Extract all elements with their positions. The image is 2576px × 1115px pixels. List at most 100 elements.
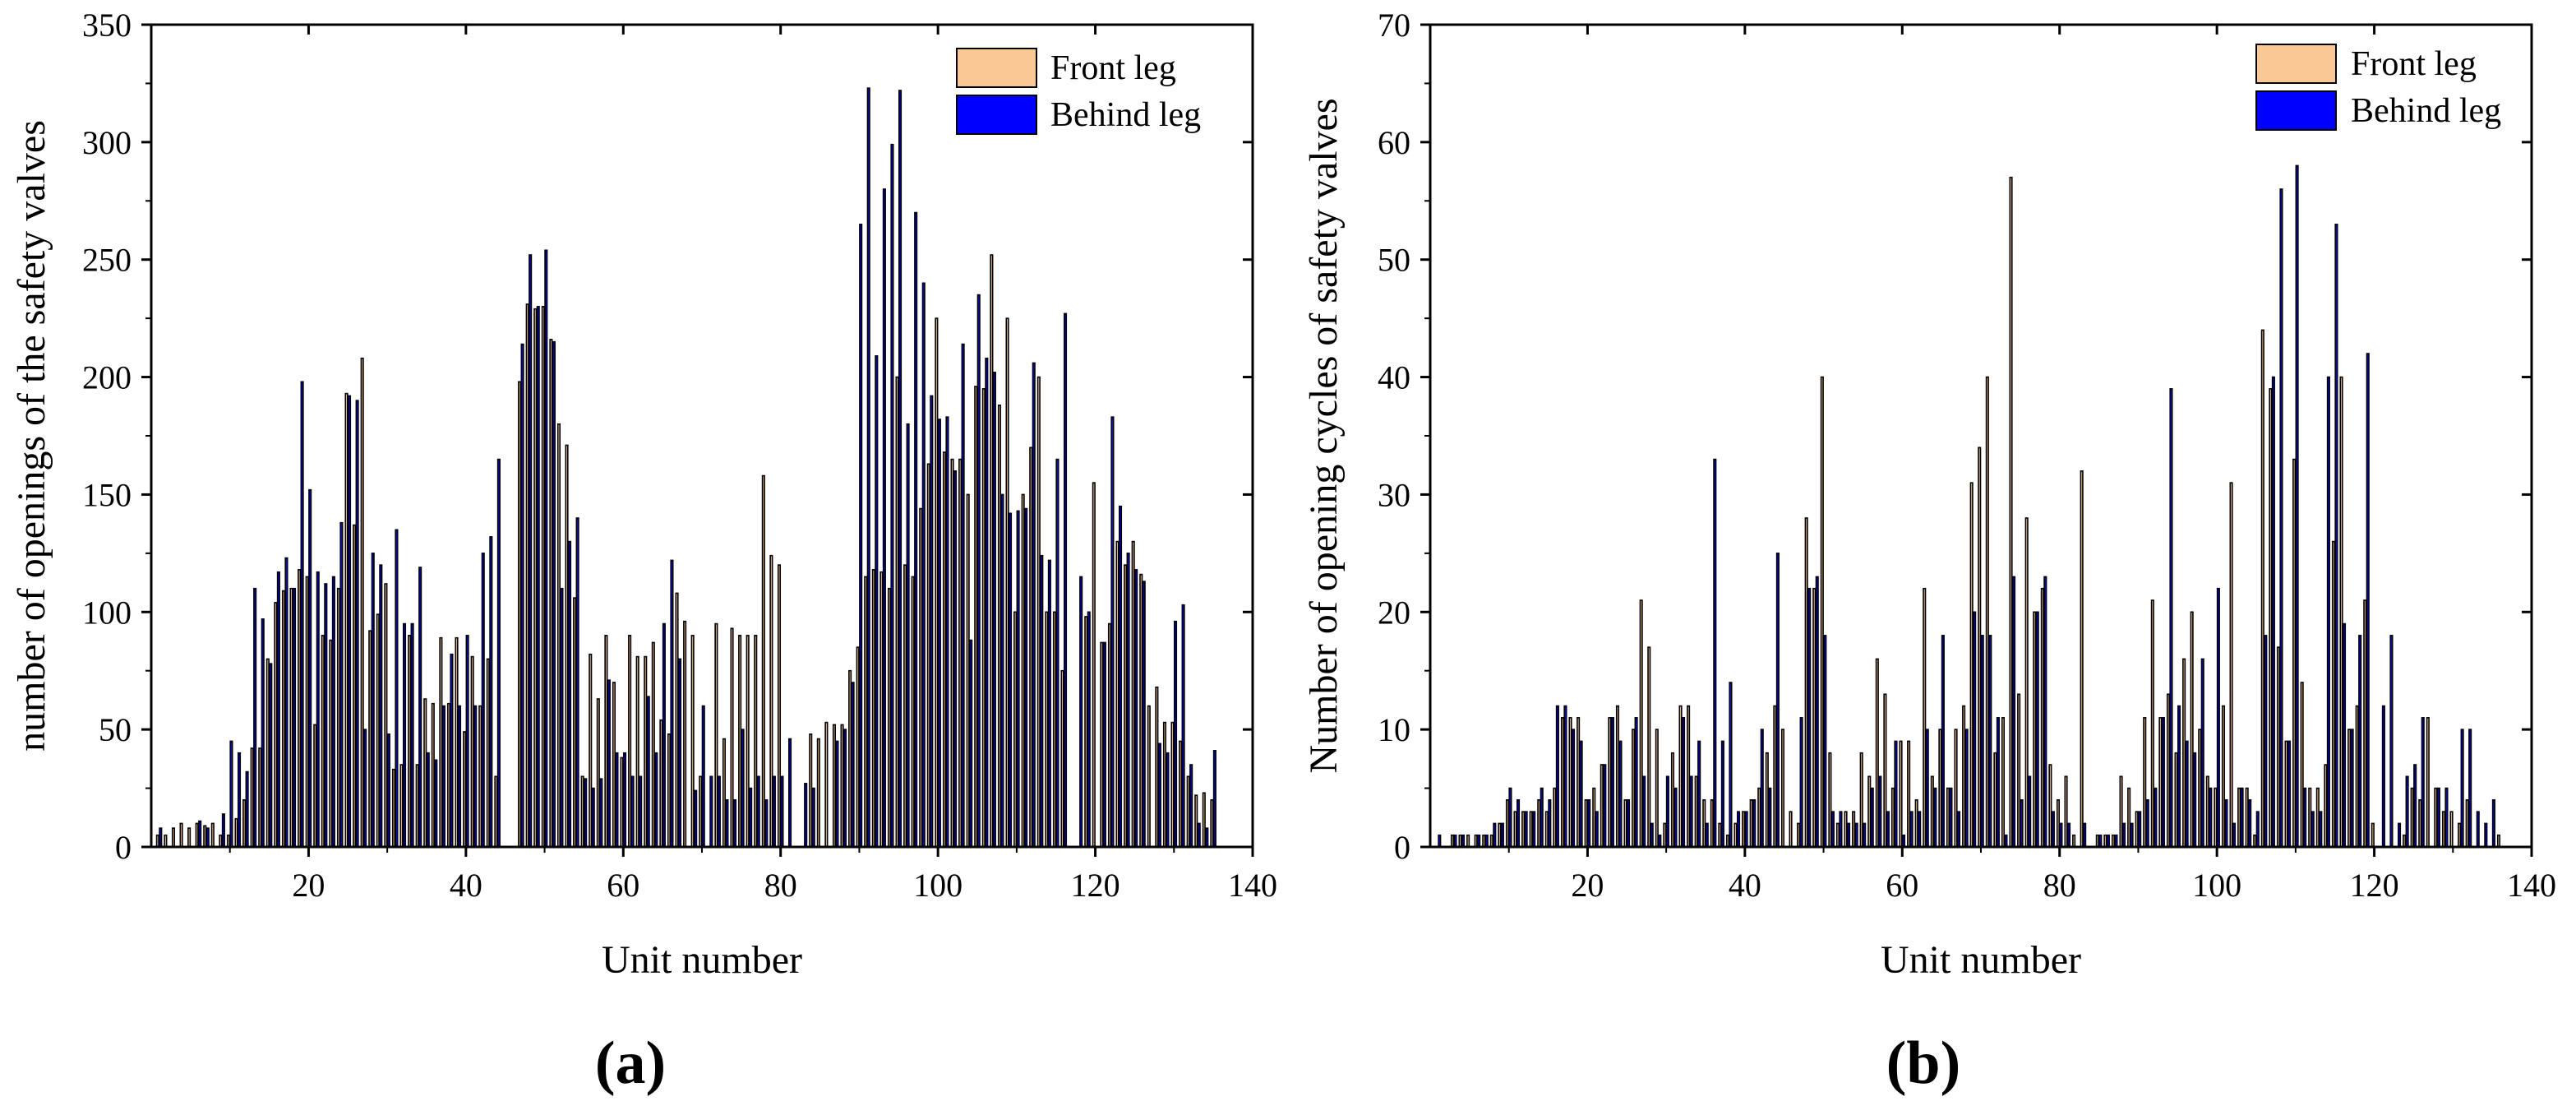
bar-front-leg-b (1544, 811, 1549, 848)
bar-front-leg-b (1844, 811, 1848, 848)
bar-front-leg-b (2190, 611, 2194, 848)
bar-front-leg-b (1797, 822, 1801, 848)
bar-behind-leg-b (2342, 622, 2347, 848)
bar-behind-leg-a (725, 799, 729, 848)
bar-behind-leg-a (284, 557, 289, 848)
bar-behind-leg-a (787, 738, 792, 848)
bar-behind-leg-b (1697, 740, 1701, 848)
bar-behind-leg-a (1087, 611, 1091, 848)
bar-behind-leg-a (1040, 554, 1044, 848)
bar-behind-leg-b (1854, 822, 1858, 848)
bar-behind-leg-b (2004, 834, 2008, 848)
bar-behind-leg-b (2389, 635, 2394, 848)
bar-front-leg-b (2150, 599, 2154, 848)
y-tick-label-b: 40 (1378, 359, 1410, 396)
bar-behind-leg-b (1500, 822, 1504, 848)
bar-behind-leg-b (2358, 635, 2362, 848)
bar-front-leg-a (391, 768, 396, 848)
bar-front-leg-a (1202, 792, 1206, 848)
bar-behind-leg-b (1768, 787, 1772, 848)
bar-behind-leg-b (1713, 458, 1717, 848)
bar-behind-leg-a (1166, 752, 1170, 848)
bar-front-leg-a (651, 641, 655, 848)
bar-behind-leg-b (2287, 740, 2292, 848)
bar-behind-leg-a (552, 340, 556, 848)
legend-swatch-front-b (2255, 44, 2337, 84)
bar-front-leg-a (1036, 376, 1041, 848)
bar-front-leg-a (1060, 669, 1064, 848)
bar-front-leg-a (210, 822, 215, 848)
bar-behind-leg-a (882, 188, 886, 848)
bar-front-leg-a (1139, 573, 1143, 848)
bar-front-leg-a (305, 576, 309, 848)
bar-behind-leg-b (2271, 376, 2275, 848)
x-tick-label-b: 20 (1571, 867, 1604, 904)
y-tick-label-b: 20 (1378, 594, 1410, 631)
bar-behind-leg-a (473, 705, 478, 848)
bar-behind-leg-b (2295, 164, 2299, 848)
bar-behind-leg-a (749, 787, 753, 848)
bar-front-leg-b (2449, 811, 2454, 848)
bar-behind-leg-a (732, 799, 737, 848)
bar-behind-leg-a (1110, 416, 1115, 848)
bar-behind-leg-b (1752, 799, 1757, 848)
x-tick-label-a: 80 (764, 867, 797, 904)
bar-behind-leg-b (2366, 353, 2370, 848)
bar-front-leg-b (2080, 470, 2084, 848)
bar-behind-leg-b (1720, 740, 1724, 848)
bar-behind-leg-b (1744, 811, 1748, 848)
bar-behind-leg-a (1055, 458, 1059, 848)
bar-front-leg-a (612, 682, 616, 848)
bar-front-leg-b (2363, 599, 2367, 848)
y-axis-label-a: number of openings of the safety valves (10, 120, 53, 752)
bar-behind-leg-a (670, 559, 674, 848)
bar-front-leg-b (1765, 752, 1769, 848)
bar-behind-leg-a (843, 729, 847, 848)
bar-front-leg-b (2496, 834, 2501, 848)
bar-front-leg-b (2331, 540, 2336, 848)
bar-behind-leg-a (890, 143, 894, 848)
bar-behind-leg-b (1681, 717, 1686, 848)
bar-front-leg-a (887, 587, 892, 848)
bar-behind-leg-b (2145, 799, 2149, 848)
bar-front-leg-b (1962, 705, 1966, 848)
bar-behind-leg-b (2311, 811, 2315, 848)
bar-front-leg-b (2253, 834, 2257, 848)
bar-behind-leg-a (835, 740, 839, 848)
bar-front-leg-a (1179, 740, 1183, 848)
bar-behind-leg-b (1626, 799, 1631, 848)
bar-front-leg-a (556, 423, 561, 848)
bar-behind-leg-a (237, 752, 242, 848)
bar-front-leg-a (714, 622, 718, 848)
bar-front-leg-a (903, 564, 907, 848)
bar-front-leg-b (1993, 752, 1997, 848)
bar-behind-leg-b (1933, 787, 1937, 848)
bar-behind-leg-b (1956, 811, 1961, 848)
bar-front-leg-a (620, 756, 624, 848)
x-tick-label-a: 140 (1228, 867, 1277, 904)
bar-front-leg-a (1005, 317, 1009, 848)
bar-behind-leg-a (756, 775, 760, 848)
bar-behind-leg-a (489, 536, 493, 848)
x-axis-label-b: Unit number (1881, 938, 2081, 982)
bar-behind-leg-b (2279, 188, 2283, 848)
bar-front-leg-a (1084, 616, 1088, 848)
bar-behind-leg-a (1126, 553, 1130, 848)
bar-behind-leg-b (1610, 717, 1614, 848)
bar-front-leg-a (777, 564, 782, 848)
bar-behind-leg-b (2130, 822, 2134, 848)
bar-front-leg-a (321, 635, 325, 848)
bar-behind-leg-b (1532, 811, 1536, 848)
bar-front-leg-b (2182, 658, 2186, 848)
bar-behind-leg-a (1000, 493, 1004, 848)
y-tick-label-b: 70 (1378, 7, 1410, 44)
bar-behind-leg-a (1008, 512, 1013, 848)
bar-behind-leg-a (654, 752, 658, 848)
bar-behind-leg-a (906, 423, 910, 848)
bar-behind-leg-b (1886, 811, 1890, 848)
bar-behind-leg-a (418, 567, 422, 848)
bar-front-leg-b (2465, 799, 2469, 848)
bar-front-leg-a (415, 764, 419, 848)
bar-front-leg-a (399, 764, 404, 848)
bar-behind-leg-b (1839, 811, 1843, 848)
